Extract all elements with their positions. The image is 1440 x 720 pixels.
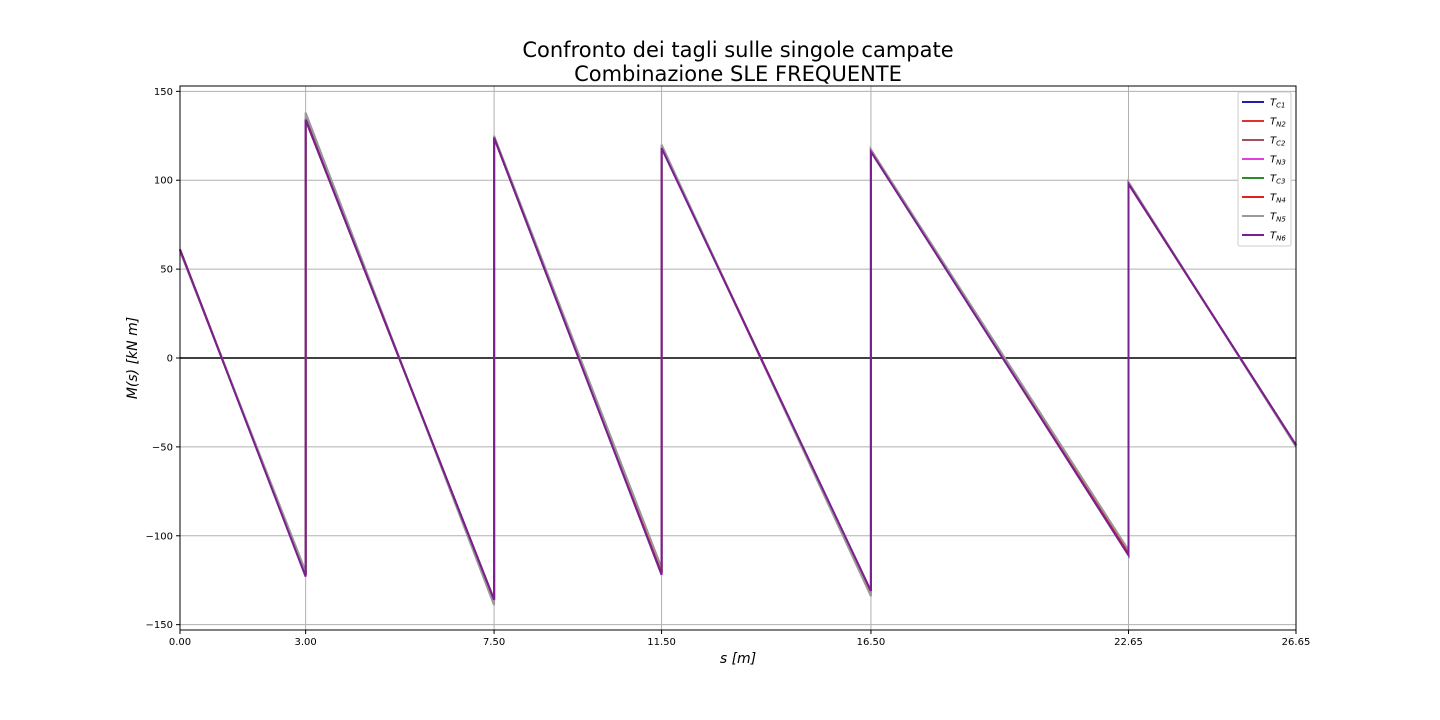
y-tick-label: −50 [152,442,173,453]
series-group [179,112,1297,606]
y-axis-label: M(s) [kN m] [125,317,141,399]
x-tick-label: 11.50 [647,637,676,648]
chart-title-line1: Confronto dei tagli sulle singole campat… [522,38,954,62]
x-ticks: 0.00 3.00 7.50 11.50 16.50 22.65 26.65 [169,630,1310,648]
chart-title-line2: Combinazione SLE FREQUENTE [574,62,902,86]
y-tick-label: 0 [167,354,173,365]
x-tick-label: 0.00 [169,637,191,648]
series-line-n6 [179,119,1297,601]
x-tick-label: 3.00 [294,637,316,648]
x-tick-label: 16.50 [857,637,886,648]
x-tick-label: 22.65 [1114,637,1143,648]
y-tick-label: 50 [160,265,173,276]
x-tick-label: 7.50 [483,637,505,648]
y-ticks: −150 −100 −50 0 50 100 150 [146,87,180,631]
x-tick-label: 26.65 [1282,637,1311,648]
y-tick-label: −100 [146,531,173,542]
y-tick-label: −150 [146,620,173,631]
y-tick-label: 150 [154,87,173,98]
y-tick-label: 100 [154,176,173,187]
x-axis-label: s [m] [720,651,756,667]
legend-box [1237,91,1292,247]
